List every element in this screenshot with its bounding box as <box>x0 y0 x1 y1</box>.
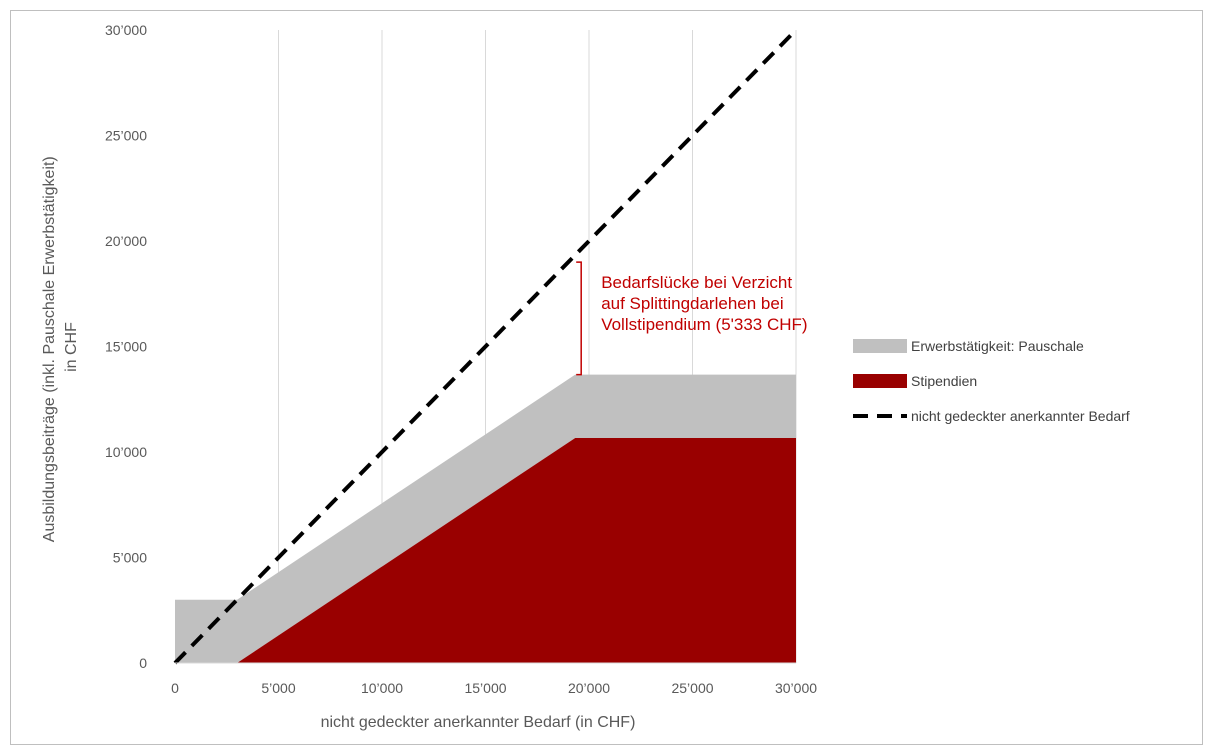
annotation-text-line: auf Splittingdarlehen bei <box>601 294 783 313</box>
legend-label: nicht gedeckter anerkannter Bedarf <box>911 408 1130 424</box>
annotation-text-line: Bedarfslücke bei Verzicht <box>601 273 792 292</box>
x-tick-label: 25’000 <box>671 680 713 696</box>
y-tick-label: 10’000 <box>105 444 147 460</box>
x-tick-label: 30’000 <box>775 680 817 696</box>
y-tick-label: 0 <box>139 655 147 671</box>
y-tick-label: 20’000 <box>105 233 147 249</box>
x-tick-label: 0 <box>171 680 179 696</box>
legend-swatch-stipendien <box>853 374 907 388</box>
x-tick-label: 15’000 <box>464 680 506 696</box>
x-axis-title: nicht gedeckter anerkannter Bedarf (in C… <box>321 714 636 731</box>
y-tick-label: 30’000 <box>105 22 147 38</box>
y-tick-label: 5’000 <box>113 550 147 566</box>
line-nicht-gedeckter-bedarf <box>173 28 798 665</box>
annotation: Bedarfslücke bei Verzicht auf Splittingda… <box>576 261 808 376</box>
y-axis-title: Ausbildungsbeiträge (inkl. Pauschale Erw… <box>41 152 80 542</box>
axes: 0 5’000 10’000 15’000 20’000 25’000 30’000 0 5’0… <box>105 22 817 696</box>
y-axis-title-line-2: in CHF <box>63 322 80 372</box>
legend-label: Stipendien <box>911 373 977 389</box>
x-tick-label: 5’000 <box>261 680 295 696</box>
legend-swatch-pauschale <box>853 339 907 353</box>
x-tick-label: 10’000 <box>361 680 403 696</box>
area-stipendien <box>175 437 796 663</box>
y-tick-label: 25’000 <box>105 128 147 144</box>
legend: Erwerbstätigkeit: Pauschale Stipendien nic… <box>853 338 1130 424</box>
y-tick-label: 15’000 <box>105 339 147 355</box>
y-axis-title-line-1: Ausbildungsbeiträge (inkl. Pauschale Erw… <box>41 156 58 542</box>
legend-label: Erwerbstätigkeit: Pauschale <box>911 338 1084 354</box>
x-tick-label: 20’000 <box>568 680 610 696</box>
area-erwerbstaetigkeit-pauschale <box>175 374 796 663</box>
areas <box>175 374 796 663</box>
annotation-bracket <box>576 261 582 376</box>
lines <box>173 28 798 665</box>
annotation-text-line: Vollstipendium (5'333 CHF) <box>601 315 807 334</box>
